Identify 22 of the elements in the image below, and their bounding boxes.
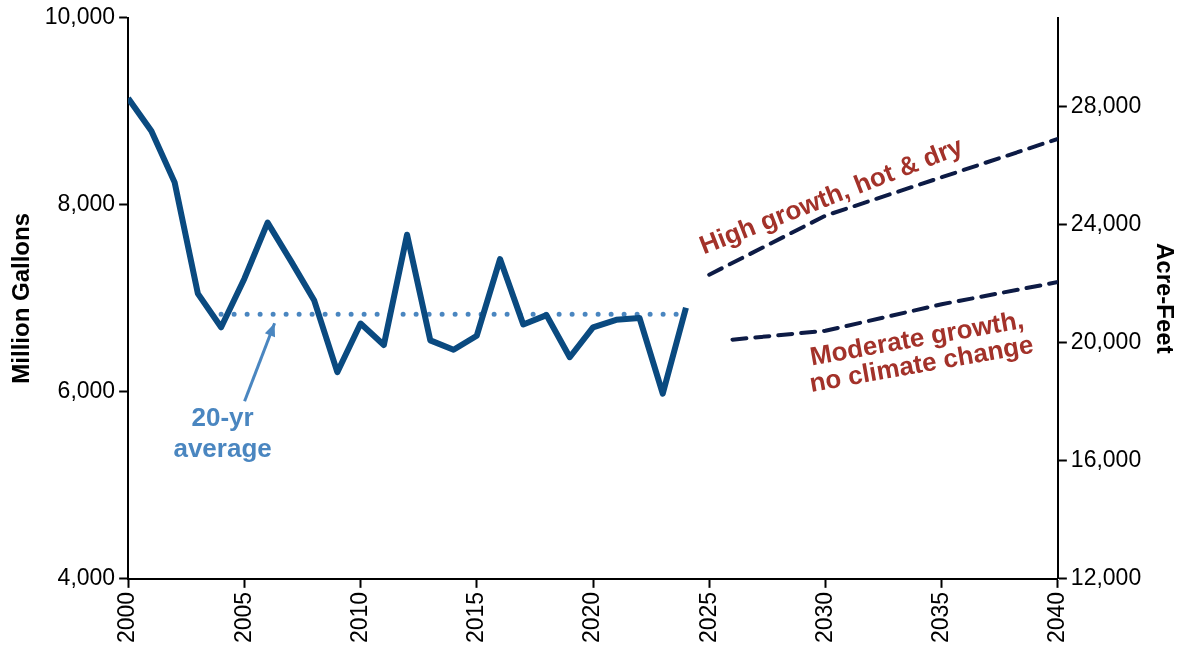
y-tick-label: 6,000: [57, 377, 116, 404]
x-tick-label: 2020: [578, 591, 605, 644]
x-tick-label: 2035: [926, 591, 953, 644]
x-tick-label: 2015: [462, 591, 489, 644]
y2-tick-label: 16,000: [1070, 446, 1142, 473]
text: 20-yr average: [173, 402, 272, 464]
y-tick-label: 10,000: [44, 3, 116, 30]
y2-tick-label: 28,000: [1070, 91, 1142, 118]
y2-tick-label: 12,000: [1070, 564, 1142, 591]
x-tick-label: 2040: [1043, 591, 1070, 644]
y-axis-title: Million Gallons: [7, 212, 35, 384]
y2-tick-label: 24,000: [1070, 209, 1142, 236]
x-tick-label: 2030: [810, 591, 837, 644]
x-tick-label: 2010: [345, 591, 372, 644]
x-tick-label: 2005: [229, 591, 256, 644]
x-tick-label: 2000: [113, 591, 140, 644]
x-tick-label: 2025: [694, 591, 721, 644]
text: Moderate growth, no climate change: [806, 304, 1036, 398]
y-tick-label: 8,000: [57, 190, 116, 217]
y2-tick-label: 20,000: [1070, 327, 1142, 354]
y-tick-label: 4,000: [57, 564, 116, 591]
y2-axis-title: Acre-Feet: [1151, 242, 1179, 354]
